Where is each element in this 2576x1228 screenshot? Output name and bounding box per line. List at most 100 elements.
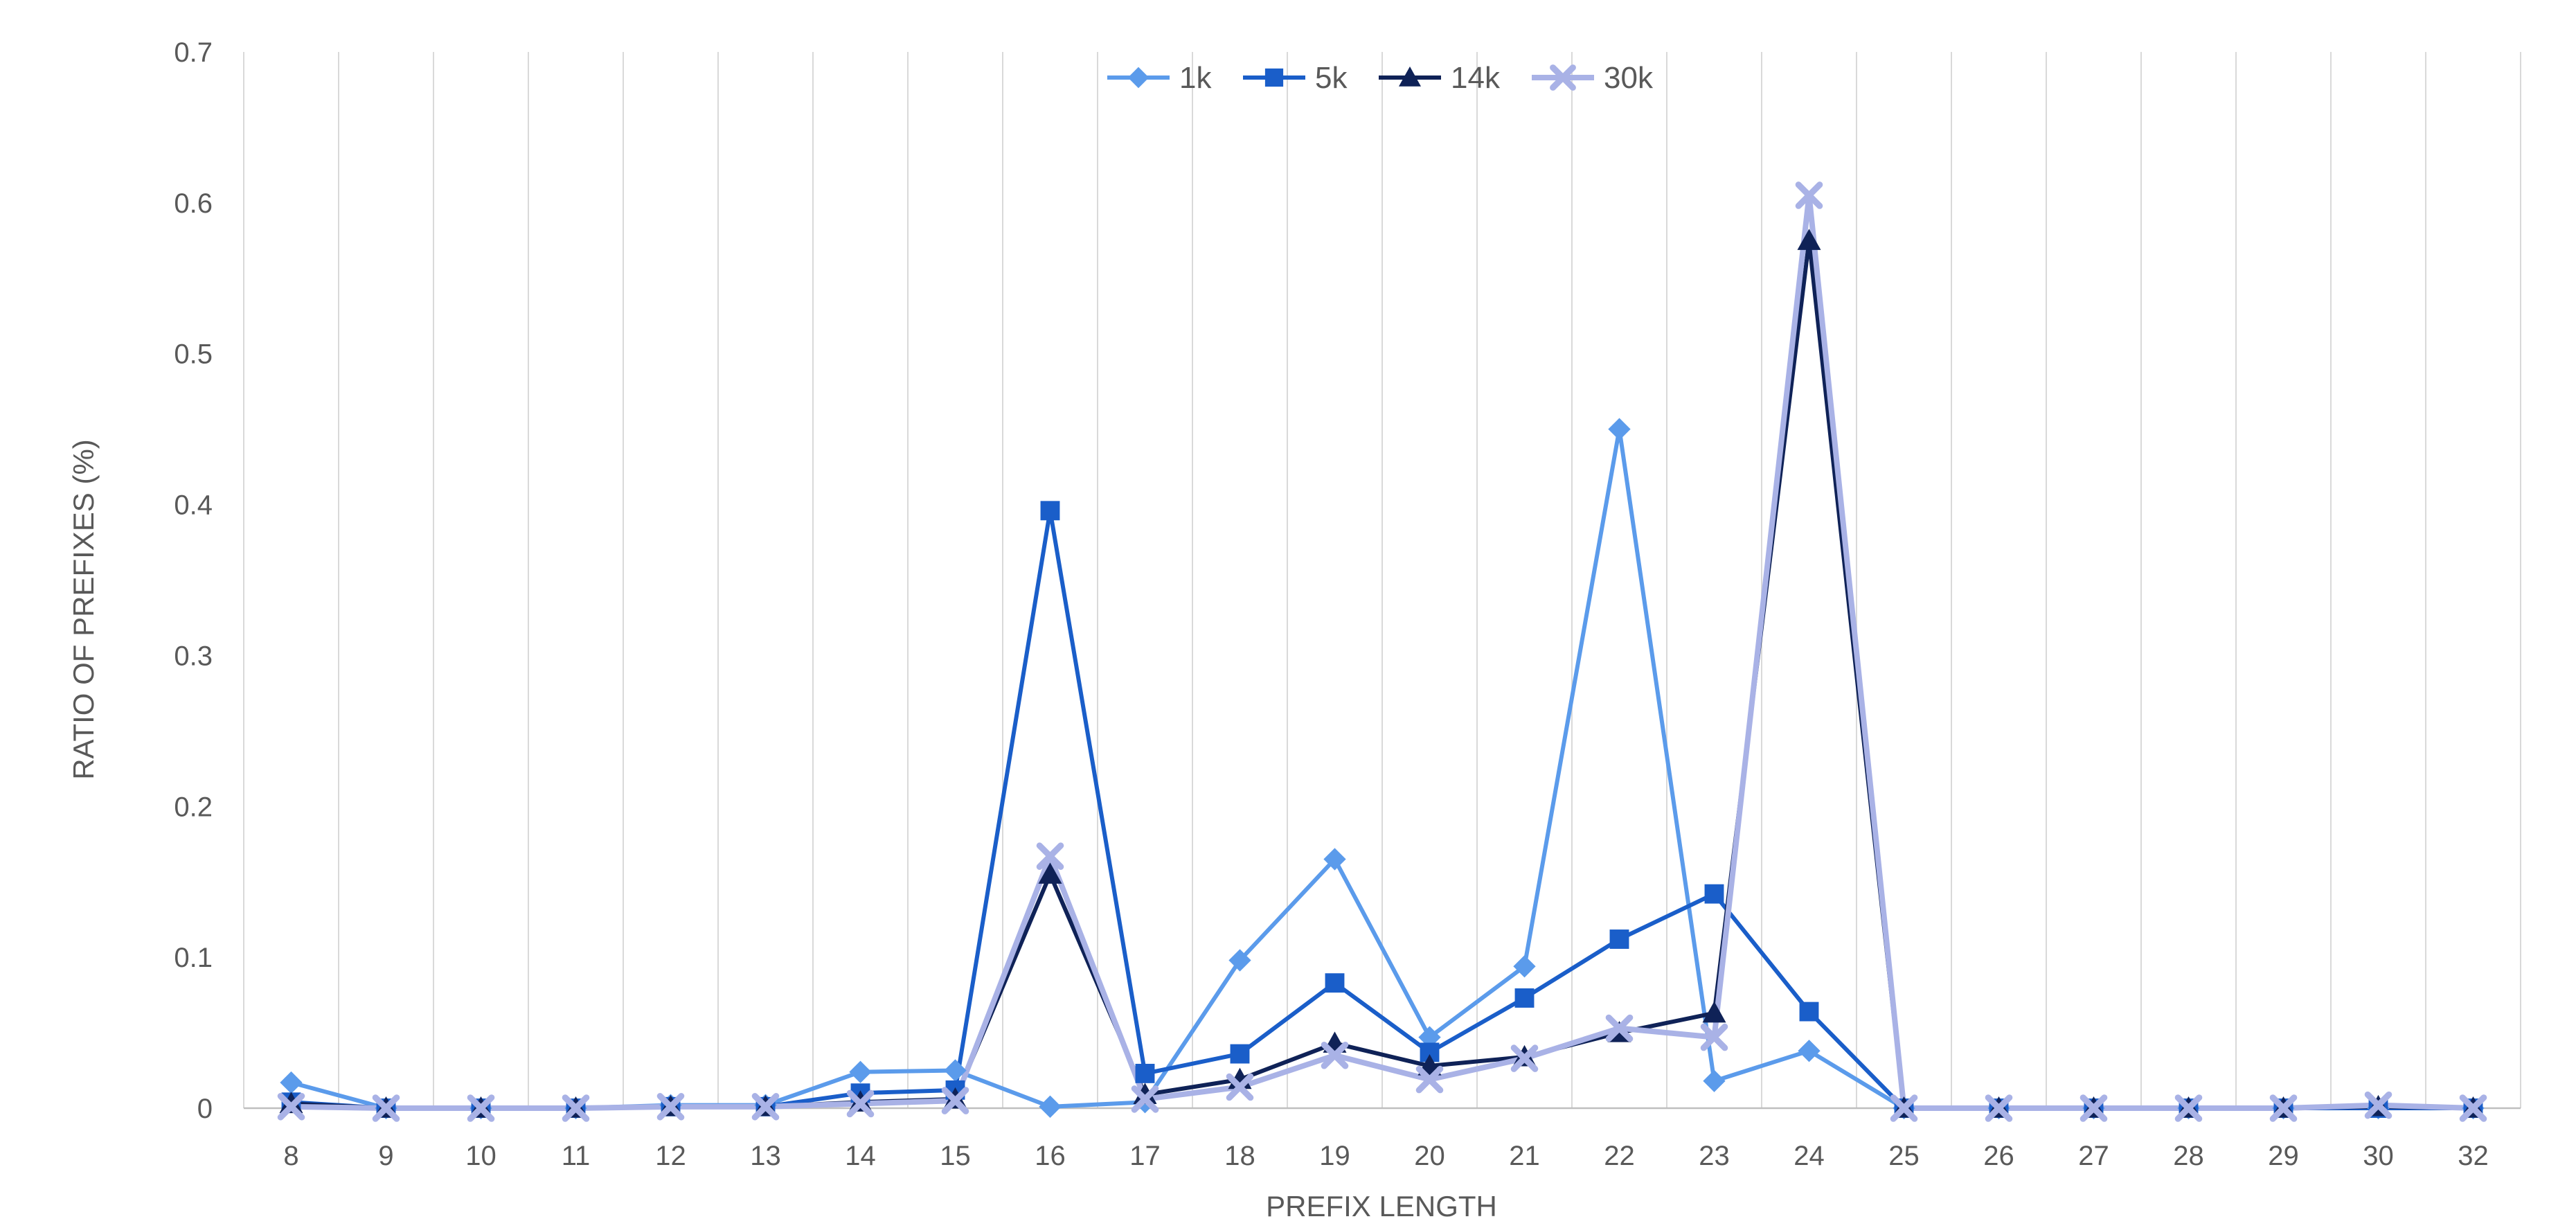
data-point-30k — [1321, 1041, 1349, 1069]
x-tick-label: 20 — [1414, 1141, 1445, 1171]
data-point-5k — [1514, 988, 1535, 1008]
legend-item-30k: 30k — [1532, 61, 1654, 95]
y-tick-label: 0.5 — [174, 339, 213, 370]
data-point-1k — [944, 1059, 967, 1082]
data-point-5k — [1230, 1044, 1250, 1064]
x-tick-label: 29 — [2268, 1141, 2299, 1171]
marker-stroke — [1226, 1073, 1254, 1101]
marker-stroke — [1890, 1094, 1918, 1122]
x-tick-label: 16 — [1035, 1141, 1066, 1171]
y-tick-label: 0.6 — [174, 188, 213, 219]
y-tick-label: 0.3 — [174, 641, 213, 671]
legend-item-5k: 5k — [1243, 61, 1348, 95]
data-point-30k — [656, 1093, 685, 1121]
data-point-1k — [1039, 1095, 1062, 1118]
x-tick-label: 24 — [1794, 1141, 1825, 1171]
marker-stroke — [1321, 1041, 1349, 1069]
marker-stroke — [2459, 1094, 2487, 1122]
data-point-30k — [1036, 842, 1064, 870]
marker-stroke — [1131, 1085, 1159, 1113]
marker-stroke — [751, 1093, 780, 1121]
data-point-30k — [751, 1093, 780, 1121]
x-tick-label: 19 — [1319, 1141, 1350, 1171]
series-line-30k — [288, 192, 2476, 1111]
data-point-14k — [1702, 1001, 1726, 1023]
marker-stroke — [846, 1089, 875, 1118]
data-point-5k — [1135, 1063, 1155, 1083]
legend-marker — [1264, 68, 1284, 87]
data-point-1k — [1513, 955, 1536, 978]
legend-label: 30k — [1604, 61, 1654, 95]
legend-item-1k: 1k — [1107, 61, 1212, 95]
data-point-1k — [1228, 949, 1251, 972]
marker-stroke — [1036, 842, 1064, 870]
data-point-5k — [1704, 884, 1724, 904]
data-point-1k — [1798, 1040, 1821, 1062]
data-point-30k — [277, 1093, 305, 1121]
y-axis-title: RATIO OF PREFIXES (%) — [67, 439, 100, 780]
x-tick-label: 25 — [1888, 1141, 1920, 1171]
data-point-1k — [1703, 1069, 1726, 1092]
x-tick-label: 14 — [845, 1141, 876, 1171]
data-point-30k — [1131, 1085, 1159, 1113]
legend-marker — [1127, 66, 1150, 89]
x-tick-label: 12 — [655, 1141, 686, 1171]
grid-lines — [243, 52, 2521, 1108]
x-tick-label: 10 — [465, 1141, 497, 1171]
marker-stroke — [656, 1093, 685, 1121]
data-point-30k — [2269, 1094, 2298, 1122]
x-tick-label: 30 — [2363, 1141, 2394, 1171]
x-tick-label: 15 — [940, 1141, 971, 1171]
data-point-30k — [562, 1094, 590, 1122]
data-point-30k — [2174, 1094, 2203, 1122]
data-point-1k — [849, 1060, 872, 1083]
data-point-14k — [1038, 862, 1062, 884]
marker-stroke — [2079, 1094, 2108, 1122]
data-point-14k — [1133, 1083, 1157, 1104]
x-tick-label: 21 — [1509, 1141, 1540, 1171]
legend-marker — [1399, 66, 1421, 87]
series-markers-30k — [277, 181, 2487, 1122]
series-lines — [288, 192, 2476, 1111]
marker-stroke — [1700, 1023, 1728, 1051]
data-point-30k — [372, 1094, 400, 1122]
y-tick-label: 0.4 — [174, 490, 213, 521]
data-point-14k — [1797, 229, 1821, 250]
data-point-5k — [1040, 501, 1060, 521]
data-point-5k — [1799, 1002, 1819, 1022]
data-point-1k — [1608, 418, 1631, 441]
marker-stroke — [372, 1094, 400, 1122]
marker-stroke — [562, 1094, 590, 1122]
legend-item-14k: 14k — [1379, 61, 1501, 95]
data-point-1k — [280, 1071, 303, 1094]
data-point-30k — [941, 1087, 969, 1114]
y-tick-label: 0 — [197, 1094, 213, 1124]
y-tick-label: 0.1 — [174, 943, 213, 973]
data-point-1k — [1323, 848, 1346, 871]
x-tick-label: 9 — [378, 1141, 393, 1171]
marker-stroke — [941, 1087, 969, 1114]
legend-label: 5k — [1315, 61, 1348, 95]
data-point-30k — [1415, 1065, 1444, 1094]
legend-marker — [1550, 64, 1576, 91]
marker-stroke — [1550, 64, 1576, 91]
data-point-5k — [1325, 973, 1345, 993]
x-tick-label: 23 — [1699, 1141, 1730, 1171]
legend-label: 1k — [1179, 61, 1212, 95]
legend: 1k 5k 14k 30k — [1107, 61, 1654, 95]
x-tick-label: 11 — [562, 1141, 591, 1171]
x-tick-label: 13 — [750, 1141, 781, 1171]
marker-stroke — [277, 1093, 305, 1121]
data-point-30k — [2459, 1094, 2487, 1122]
data-point-30k — [1795, 181, 1823, 209]
x-tick-label: 26 — [1983, 1141, 2014, 1171]
x-tick-label: 22 — [1604, 1141, 1635, 1171]
marker-stroke — [2269, 1094, 2298, 1122]
data-point-30k — [1226, 1073, 1254, 1101]
marker-stroke — [1415, 1065, 1444, 1094]
data-point-30k — [1700, 1023, 1728, 1051]
y-tick-label: 0.2 — [174, 792, 213, 822]
x-tick-label: 32 — [2458, 1141, 2489, 1171]
